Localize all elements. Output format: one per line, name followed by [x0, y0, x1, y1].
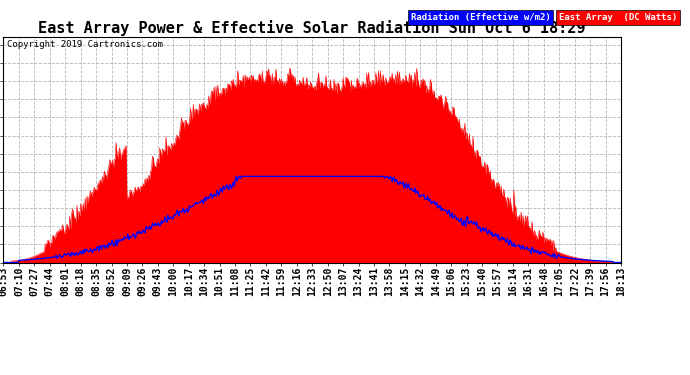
Text: Copyright 2019 Cartronics.com: Copyright 2019 Cartronics.com — [7, 40, 163, 49]
Title: East Array Power & Effective Solar Radiation Sun Oct 6 18:29: East Array Power & Effective Solar Radia… — [39, 20, 586, 36]
Text: Radiation (Effective w/m2): Radiation (Effective w/m2) — [411, 13, 551, 22]
Text: East Array  (DC Watts): East Array (DC Watts) — [559, 13, 677, 22]
